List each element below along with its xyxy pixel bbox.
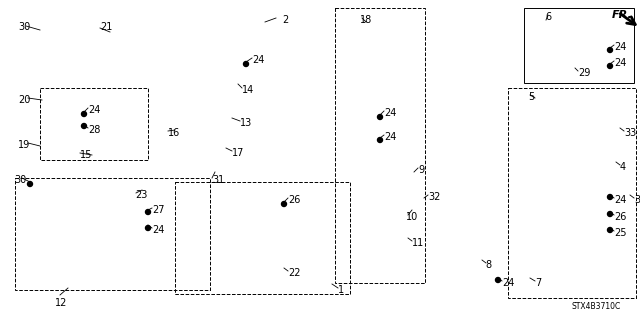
Text: 24: 24 xyxy=(614,58,627,68)
Bar xyxy=(335,8,425,283)
Circle shape xyxy=(607,211,612,217)
Text: 8: 8 xyxy=(485,260,491,270)
Text: 4: 4 xyxy=(620,162,626,172)
Circle shape xyxy=(28,182,33,187)
Text: 30: 30 xyxy=(18,22,30,32)
Text: 33: 33 xyxy=(624,128,636,138)
Text: 19: 19 xyxy=(18,140,30,150)
Text: FR.: FR. xyxy=(612,10,633,20)
Text: 22: 22 xyxy=(288,268,301,278)
Circle shape xyxy=(282,202,287,206)
Circle shape xyxy=(607,227,612,233)
Text: 24: 24 xyxy=(152,225,164,235)
Text: 13: 13 xyxy=(240,118,252,128)
Text: 26: 26 xyxy=(614,212,627,222)
Bar xyxy=(508,88,636,298)
Circle shape xyxy=(243,62,248,66)
Text: 10: 10 xyxy=(406,212,419,222)
Text: 27: 27 xyxy=(152,205,164,215)
Text: 15: 15 xyxy=(80,150,92,160)
Bar xyxy=(15,178,210,290)
Circle shape xyxy=(607,195,612,199)
Text: 24: 24 xyxy=(502,278,515,288)
Circle shape xyxy=(607,48,612,53)
Text: 24: 24 xyxy=(614,42,627,52)
Bar xyxy=(524,8,634,83)
Text: 6: 6 xyxy=(545,12,551,22)
Text: 24: 24 xyxy=(252,55,264,65)
Text: 2: 2 xyxy=(282,15,288,25)
Text: 5: 5 xyxy=(528,92,534,102)
Text: 28: 28 xyxy=(88,125,100,135)
Text: 9: 9 xyxy=(418,165,424,175)
Circle shape xyxy=(378,115,383,120)
Text: 32: 32 xyxy=(428,192,440,202)
Circle shape xyxy=(81,123,86,129)
Text: 12: 12 xyxy=(55,298,67,308)
Text: STX4B3710C: STX4B3710C xyxy=(572,302,621,311)
Text: 20: 20 xyxy=(18,95,30,105)
Text: 23: 23 xyxy=(135,190,147,200)
Text: 18: 18 xyxy=(360,15,372,25)
Text: 21: 21 xyxy=(100,22,113,32)
Circle shape xyxy=(81,112,86,116)
Circle shape xyxy=(378,137,383,143)
Text: 26: 26 xyxy=(288,195,300,205)
Text: 30: 30 xyxy=(14,175,26,185)
Circle shape xyxy=(145,210,150,214)
Text: 29: 29 xyxy=(578,68,590,78)
Text: 24: 24 xyxy=(384,108,396,118)
Text: 7: 7 xyxy=(535,278,541,288)
Text: 14: 14 xyxy=(242,85,254,95)
Text: 24: 24 xyxy=(384,132,396,142)
Text: 25: 25 xyxy=(614,228,627,238)
Text: 11: 11 xyxy=(412,238,424,248)
Bar xyxy=(175,182,350,294)
Text: 17: 17 xyxy=(232,148,244,158)
Text: 1: 1 xyxy=(338,285,344,295)
Text: 3: 3 xyxy=(634,195,640,205)
Circle shape xyxy=(607,63,612,69)
Text: 31: 31 xyxy=(212,175,224,185)
Bar xyxy=(40,88,148,160)
Text: 24: 24 xyxy=(88,105,100,115)
Text: 24: 24 xyxy=(614,195,627,205)
Circle shape xyxy=(145,226,150,231)
Circle shape xyxy=(495,278,500,283)
Text: 16: 16 xyxy=(168,128,180,138)
